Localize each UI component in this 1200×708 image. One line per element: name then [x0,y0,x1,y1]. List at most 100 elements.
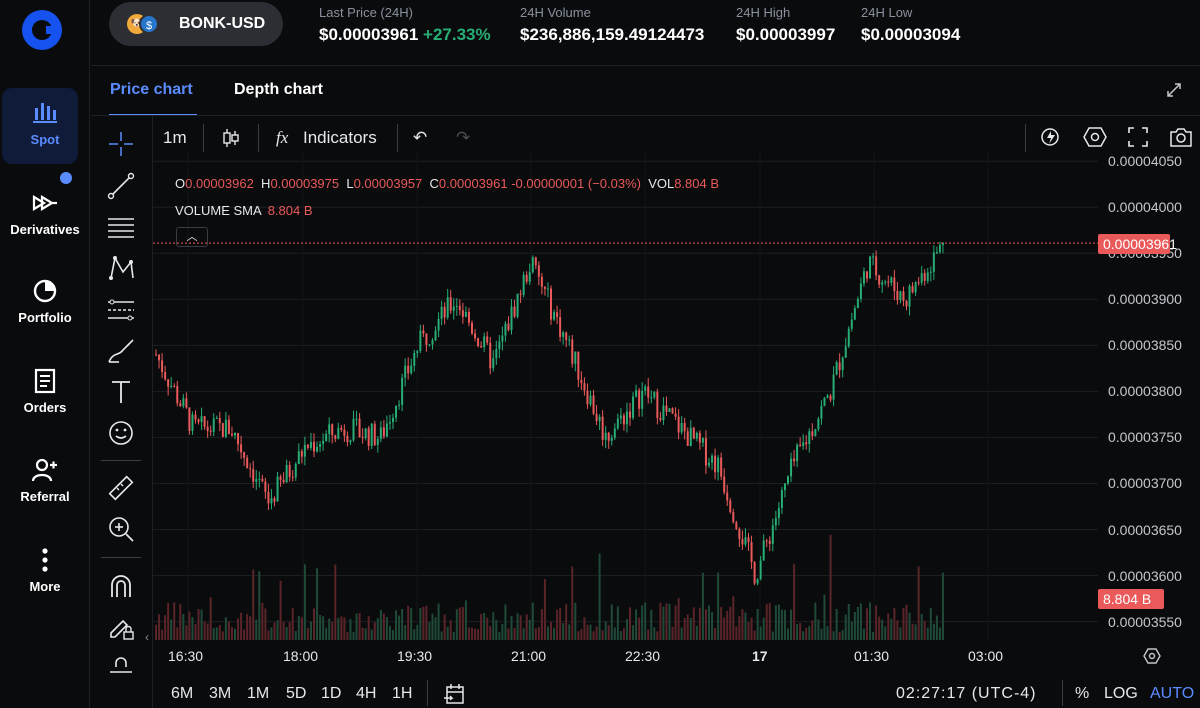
camera-icon[interactable] [1169,126,1193,148]
tab-depth-chart[interactable]: Depth chart [234,81,323,98]
candle-body [361,437,364,439]
text-icon[interactable] [107,378,135,406]
volume-bar [802,631,805,640]
candle-body [750,542,753,563]
undo-icon[interactable]: ↶ [413,128,428,147]
volume-bar [258,571,261,640]
collapse-toolbar-icon[interactable]: ‹ [145,630,149,644]
volume-bar [501,624,504,640]
volume-bar [720,607,723,640]
candle-body [911,286,914,293]
collapse-legend-button[interactable]: ︿ [176,227,208,247]
volume-bar [586,624,589,640]
quick-trade-icon[interactable] [1040,126,1062,148]
nav-item-more[interactable]: More [0,547,90,594]
volume-bar [938,627,941,640]
zoom-in-icon[interactable] [107,515,135,543]
candle-body [668,408,671,412]
volume-bar [692,607,695,640]
candle-body [288,464,291,477]
volume-bar [504,604,507,640]
nav-label: Derivatives [10,222,80,237]
range-button[interactable]: 3M [209,685,232,702]
range-button[interactable]: 1M [247,685,270,702]
indicators-fx-icon[interactable]: fx [276,128,289,147]
range-button[interactable]: 6M [171,685,194,702]
candle-body [234,432,236,436]
volume-bar [613,627,616,640]
lock-icon[interactable] [107,654,135,682]
candle-body [592,395,595,414]
nav-item-spot[interactable]: Spot [0,88,90,164]
nav-item-derivatives[interactable]: Derivatives [0,172,90,237]
volume-bar [495,620,498,640]
nav-item-orders[interactable]: Orders [0,368,90,415]
volume-bar [592,631,595,640]
candle-body [826,395,829,398]
utc-clock[interactable]: 02:27:17 (UTC-4) [896,685,1037,702]
candle-body [777,507,780,519]
volume-bar [902,607,905,640]
pattern-icon[interactable] [107,254,135,282]
volume-bar [279,580,282,640]
candle-body [346,435,349,443]
range-button[interactable]: 5D [286,685,307,702]
candle-body [926,272,929,281]
volume-bar [553,627,556,640]
volume-bar [170,619,173,640]
legend-open-label: O [175,176,186,191]
volume-bar [917,566,920,640]
candle-body [853,308,856,320]
candle-body [732,512,735,523]
auto-scale-toggle[interactable]: AUTO [1150,685,1195,702]
indicators-button[interactable]: Indicators [303,128,377,147]
time-tick: 17 [752,648,768,664]
redo-icon[interactable]: ↷ [456,128,471,147]
crosshair-icon[interactable] [107,130,135,158]
range-button[interactable]: 4H [356,685,377,702]
volume-bar [428,622,431,640]
candle-body [847,328,850,347]
range-button[interactable]: 1H [392,685,413,702]
horizontal-lines-icon[interactable] [107,213,135,241]
axis-settings-icon[interactable] [1143,647,1161,665]
candlestick-type-icon[interactable] [221,128,241,148]
interval-selector[interactable]: 1m [163,128,187,147]
volume-bar [492,612,495,640]
nav-item-portfolio[interactable]: Portfolio [0,278,90,325]
candle-body [224,419,227,437]
brush-icon[interactable] [107,338,135,366]
fullscreen-icon[interactable] [1128,127,1148,147]
candle-body [665,405,668,412]
volume-bar [671,626,674,640]
percent-scale-toggle[interactable]: % [1075,685,1090,702]
candle-body [431,340,434,345]
magnet-icon[interactable] [107,571,135,599]
candle-body [416,350,419,353]
volume-bar [449,620,452,640]
emoji-icon[interactable] [107,419,135,447]
fib-retracement-icon[interactable] [107,296,135,324]
log-scale-toggle[interactable]: LOG [1104,685,1138,702]
volume-bar [622,628,625,640]
volume-bar [422,606,425,640]
expand-icon[interactable] [1166,82,1182,98]
range-button[interactable]: 1D [321,685,342,702]
pair-selector[interactable]: 🐶 $ BONK-USD [109,2,283,46]
tab-price-chart[interactable]: Price chart [110,81,193,98]
market-header: 🐶 $ BONK-USD Last Price (24H) $0.0000396… [91,0,1200,66]
coinbase-logo[interactable] [22,10,62,50]
volume-bar [759,626,762,640]
nav-item-referral[interactable]: Referral [0,457,90,504]
lock-drawings-icon[interactable] [107,613,135,641]
candle-body [510,306,513,331]
volume-bar [267,630,270,640]
date-range-icon[interactable] [443,683,465,705]
settings-hexagon-icon[interactable] [1083,126,1107,148]
volume-bar [711,612,714,640]
ruler-icon[interactable] [107,474,135,502]
sma-label: VOLUME SMA [175,203,262,218]
trend-line-icon[interactable] [107,172,135,200]
candle-body [489,342,492,369]
